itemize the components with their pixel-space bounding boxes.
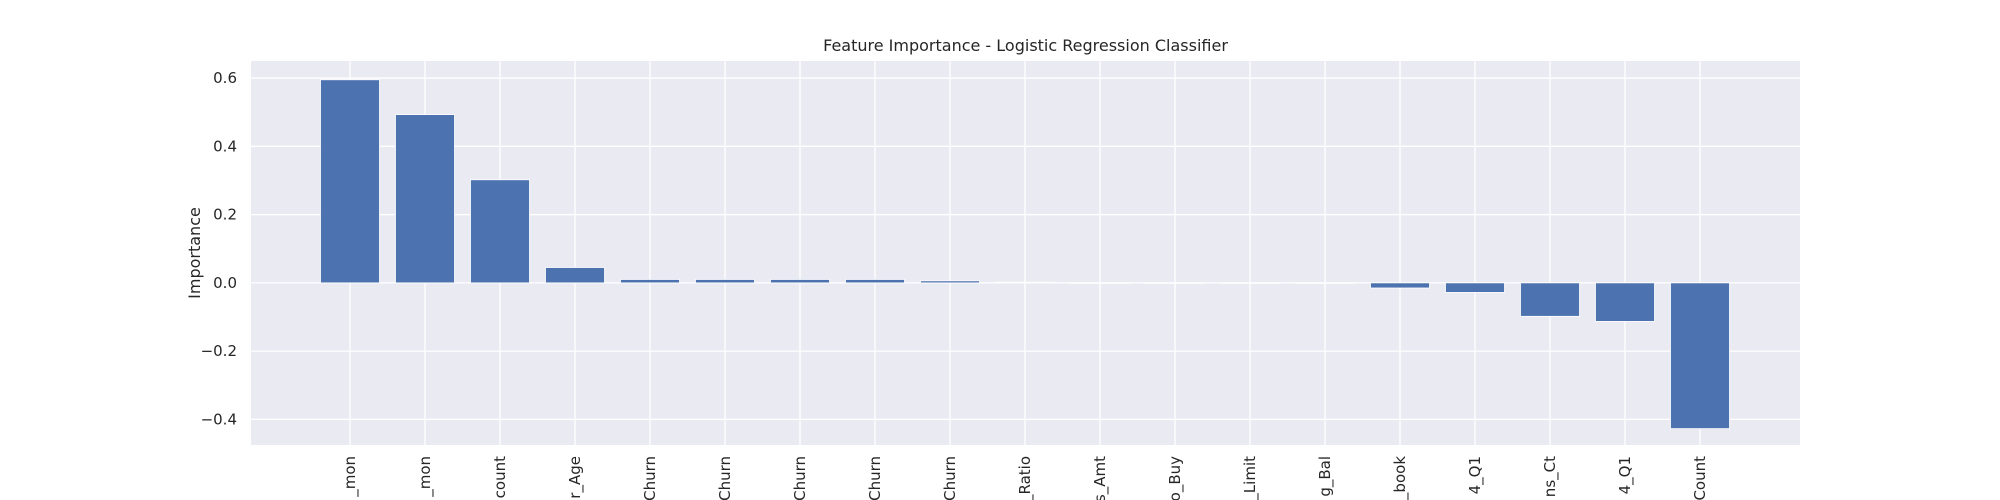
bar — [320, 79, 380, 284]
x-tick-label: _mon — [416, 456, 435, 498]
x-tick-label: r_Age — [566, 456, 585, 499]
y-tick-label: −0.2 — [201, 342, 237, 360]
y-tick-label: 0.4 — [213, 137, 237, 155]
x-tick-label: ns_Ct — [1541, 456, 1560, 497]
bar — [1220, 282, 1280, 284]
bar — [1145, 282, 1205, 284]
y-tick-label: 0.0 — [213, 274, 237, 292]
y-tick-labels: 0.6 0.4 0.2 0.0 −0.2 −0.4 — [201, 69, 237, 428]
bars — [320, 79, 1730, 430]
x-tick-label: s_Amt — [1091, 456, 1110, 500]
x-tick-label: _Limit — [1241, 456, 1260, 500]
x-tick-label: Churn — [866, 456, 884, 500]
x-tick-label: Churn — [716, 456, 734, 500]
x-tick-label: Count — [1691, 456, 1709, 500]
bar — [770, 279, 830, 284]
bar — [1520, 282, 1580, 317]
bar — [395, 114, 455, 284]
y-tick-label: 0.6 — [213, 69, 237, 87]
x-tick-label: 4_Q1 — [1616, 456, 1635, 494]
x-tick-label: Churn — [641, 456, 659, 500]
bar — [920, 280, 980, 284]
y-axis-title: Importance — [185, 207, 204, 299]
x-tick-label: g_Bal — [1316, 456, 1335, 497]
bar — [545, 267, 605, 284]
bar — [995, 281, 1055, 284]
bar — [1595, 282, 1655, 322]
y-tick-label: −0.4 — [201, 410, 237, 428]
x-tick-label: count — [491, 456, 509, 498]
x-tick-label: o_Buy — [1166, 456, 1185, 500]
bar — [1670, 282, 1730, 430]
bar — [695, 279, 755, 284]
x-tick-label: _book — [1391, 456, 1410, 500]
bar — [845, 279, 905, 284]
bar — [470, 179, 530, 284]
x-tick-label: 4_Q1 — [1466, 456, 1485, 494]
y-tick-label: 0.2 — [213, 206, 237, 224]
x-tick-label: Churn — [791, 456, 809, 500]
bar — [620, 279, 680, 284]
x-tick-label: _Ratio — [1016, 456, 1035, 500]
x-tick-label: _mon — [341, 456, 360, 498]
x-tick-labels: _mon _mon count r_Age Churn Churn Churn Churn Ch… — [341, 456, 1709, 500]
bar — [1070, 282, 1130, 284]
bar — [1445, 282, 1505, 293]
x-tick-label: Churn — [941, 456, 959, 500]
chart-title: Feature Importance - Logistic Regression… — [823, 36, 1228, 55]
bar — [1295, 282, 1355, 284]
bar — [1370, 282, 1430, 289]
